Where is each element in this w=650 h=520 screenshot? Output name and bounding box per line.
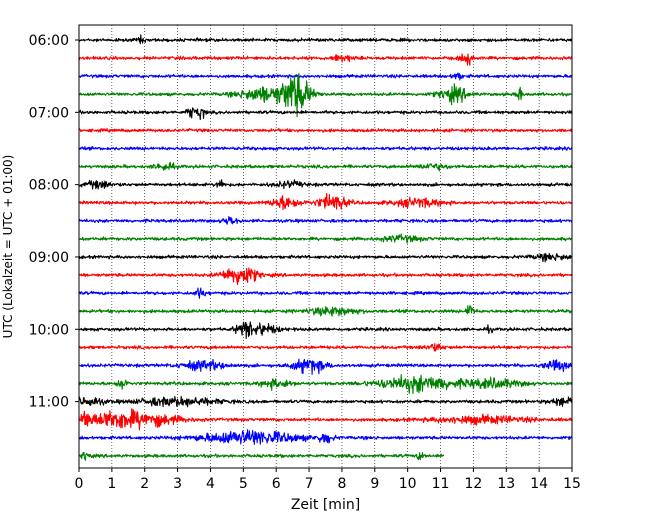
plot-area-frame [78,24,573,469]
trace-lines [78,34,573,461]
x-tick-label: 5 [239,476,248,492]
trace-line-0800 [78,179,573,190]
y-tick-label: 11:00 [29,395,69,411]
grid-lines [111,25,540,468]
trace-line-1030 [78,358,573,375]
trace-line-0700 [78,107,573,121]
x-tick-label: 3 [173,476,182,492]
trace-line-1000 [78,321,573,340]
trace-line-0915 [78,267,573,286]
trace-line-0845 [78,233,573,244]
trace-line-1045 [78,373,573,395]
trace-line-1015 [78,342,573,352]
y-tick-label: 06:00 [29,33,69,49]
trace-line-0830 [78,216,573,225]
y-tick-label: 10:00 [29,322,69,338]
trace-line-1145 [78,452,445,461]
x-tick-label: 14 [530,476,548,492]
y-tick-label: 09:00 [29,250,69,266]
x-tick-label: 11 [432,476,450,492]
trace-line-0715 [78,127,573,133]
trace-line-0630 [78,72,573,81]
x-tick-label: 4 [206,476,215,492]
trace-line-0745 [78,161,573,172]
x-axis-label: Zeit [min] [291,497,360,513]
x-tick-label: 15 [563,476,581,492]
x-axis-ticks: 0 1 2 3 4 5 6 7 8 9 10 11 12 13 14 15 [75,468,581,492]
x-tick-label: 12 [464,476,482,492]
trace-line-0930 [78,287,573,299]
trace-line-1115 [78,408,573,431]
trace-line-0615 [78,53,573,66]
trace-line-0730 [78,146,573,151]
y-tick-label: 08:00 [29,178,69,194]
trace-line-0600 [78,34,573,45]
x-tick-label: 10 [399,476,417,492]
x-tick-label: 13 [497,476,515,492]
x-tick-label: 2 [140,476,149,492]
trace-line-0815 [78,192,573,211]
trace-line-1130 [78,429,573,445]
trace-line-0900 [78,252,573,263]
trace-line-1100 [78,395,573,408]
y-axis-label: UTC (Lokalzeit = UTC + 01:00) [1,155,15,339]
x-tick-label: 1 [107,476,116,492]
x-tick-label: 7 [305,476,314,492]
trace-line-0645 [78,73,573,118]
x-tick-label: 6 [272,476,281,492]
y-axis-ticks: 06:00 07:00 08:00 09:00 10:00 11:00 [29,33,79,411]
y-tick-label: 07:00 [29,105,69,121]
trace-line-0945 [78,304,573,317]
x-tick-label: 8 [337,476,346,492]
x-tick-label: 9 [370,476,379,492]
x-tick-label: 0 [75,476,84,492]
